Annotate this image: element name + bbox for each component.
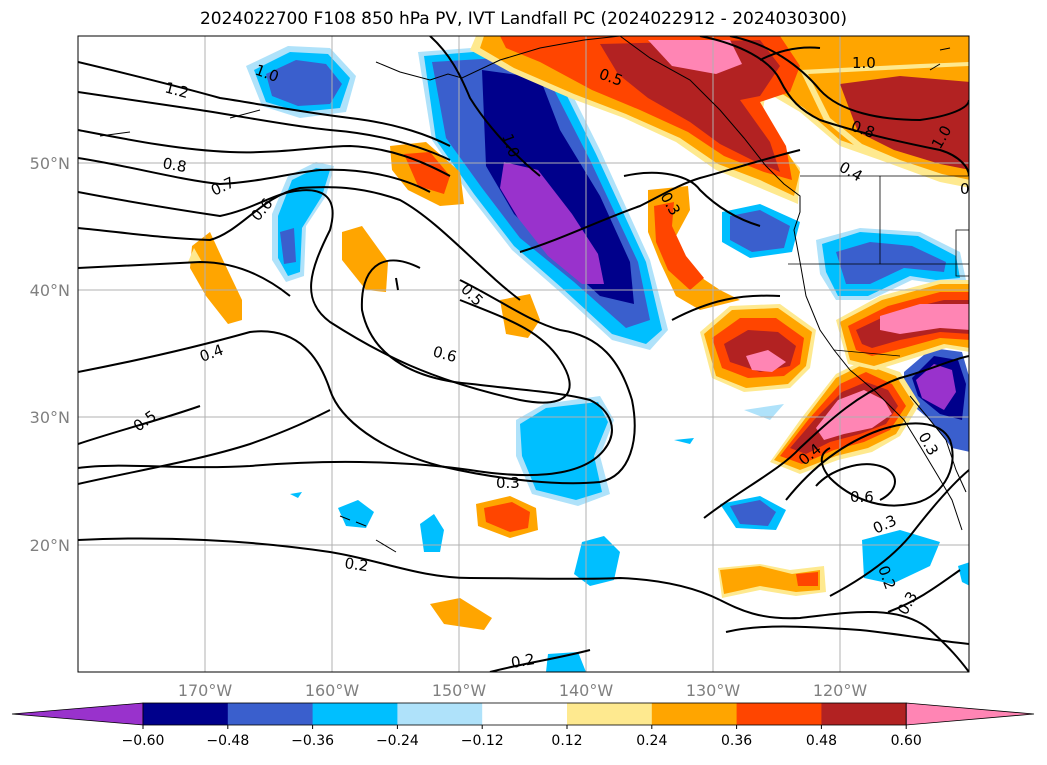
colorbar-segment: [651, 703, 738, 725]
lon-label: 160°W: [305, 681, 360, 700]
pos-top-pink: [648, 40, 742, 74]
ivt-contours: [78, 36, 969, 672]
pos-west: [190, 232, 242, 324]
pos-ne-pink: [880, 304, 969, 334]
colorbar: −0.60 −0.48 −0.36 −0.24 −0.12 0.12 0.24 0.36 0.4…: [11, 702, 1035, 749]
neg-left-strip-blue: [280, 228, 296, 264]
lat-label: 20°N: [30, 536, 70, 555]
lat-label: 50°N: [30, 154, 70, 173]
contour-label: 1.0: [852, 54, 876, 72]
lon-label: 170°W: [178, 681, 233, 700]
contour-label: 0.2: [343, 554, 369, 575]
neg-hawaii2: [420, 514, 444, 552]
colorbar-tick-label: 0.12: [551, 733, 582, 749]
colorbar-tick-label: 0.48: [806, 733, 837, 749]
pos-mid35: [500, 294, 540, 338]
colorbar-segment: [482, 703, 568, 725]
lon-label: 150°W: [432, 681, 487, 700]
colorbar-tick-label: −0.60: [122, 733, 165, 749]
pos-45N-right-red: [654, 202, 704, 290]
neg-right-edge: [958, 562, 969, 586]
colorbar-segment: [397, 703, 483, 725]
pos-west-yellow: [188, 248, 202, 262]
colorbar-tick-label: −0.12: [461, 733, 504, 749]
pos-15N-orange: [720, 566, 820, 594]
contour-label: 0.6: [431, 342, 459, 366]
neg-hawaii: [338, 500, 374, 528]
colorbar-segment: [227, 703, 314, 725]
map-gridlines: [78, 36, 969, 672]
colorbar-segment: [312, 703, 398, 725]
lat-labels: 50°N 40°N 30°N 20°N: [30, 154, 70, 555]
colorbar-extend-right: [905, 702, 1035, 726]
pos-bottom: [430, 598, 492, 630]
lon-label: 140°W: [559, 681, 614, 700]
pos-top-darkred: [600, 40, 780, 172]
neg-tiny2: [674, 438, 694, 444]
pos-35N-pink: [746, 350, 786, 372]
neg-right-big-blue: [836, 242, 946, 284]
lat-label: 30°N: [30, 408, 70, 427]
contour-label: 0.3: [660, 22, 684, 40]
contour-label: 0.2: [510, 650, 537, 672]
map-frame: [77, 35, 970, 673]
contour-label: 0.3: [496, 474, 520, 492]
contour-label: 0.6: [850, 488, 874, 506]
coastlines: [99, 36, 969, 553]
neg-band-navy: [482, 70, 634, 304]
neg-right-coast-purple: [916, 364, 956, 410]
colorbar-tick-label: −0.36: [291, 733, 334, 749]
lon-label: 120°W: [813, 681, 868, 700]
colorbar-extend-left: [11, 702, 144, 726]
lat-label: 40°N: [30, 281, 70, 300]
contour-label: 1.2: [163, 78, 191, 102]
pos-topright-darkred: [840, 76, 969, 170]
neg-tiny3: [744, 404, 784, 420]
colorbar-frame: [142, 702, 907, 726]
neg-right-20N-blue: [730, 500, 776, 526]
colorbar-tick-label: 0.36: [721, 733, 752, 749]
colorbar-segment: [821, 703, 907, 725]
lon-labels: 170°W 160°W 150°W 140°W 130°W 120°W: [178, 681, 868, 700]
pos-45N: [342, 226, 388, 292]
neg-tiny: [290, 492, 302, 498]
colorbar-segment: [143, 703, 229, 725]
neg-topleft-blue: [266, 60, 342, 106]
colorbar-segment: [567, 703, 653, 725]
colorbar-segment: [736, 703, 822, 725]
neg-band-purple: [500, 162, 604, 284]
map-title: 2024022700 F108 850 hPa PV, IVT Landfall…: [199, 9, 847, 29]
pos-mid20-red: [484, 502, 530, 532]
colorbar-tick-label: −0.24: [376, 733, 419, 749]
contour-label: 0.2: [960, 180, 984, 198]
neg-right-lower: [862, 530, 940, 584]
colorbar-tick-label: −0.48: [206, 733, 249, 749]
lon-label: 130°W: [686, 681, 741, 700]
contour-labels: 1.2 1.0 1.0 1.0 1.0 0.8 0.8 0.7 0.6 0.6 …: [130, 22, 984, 672]
colorbar-tick-label: 0.24: [636, 733, 667, 749]
contour-label: 0.8: [161, 154, 188, 176]
colorbar-tick-label: 0.60: [891, 733, 922, 749]
pos-coast-pink: [816, 390, 892, 440]
pos-15N-red: [796, 572, 818, 586]
map-plot-area: 1.2 1.0 1.0 1.0 1.0 0.8 0.8 0.7 0.6 0.6 …: [78, 22, 984, 672]
